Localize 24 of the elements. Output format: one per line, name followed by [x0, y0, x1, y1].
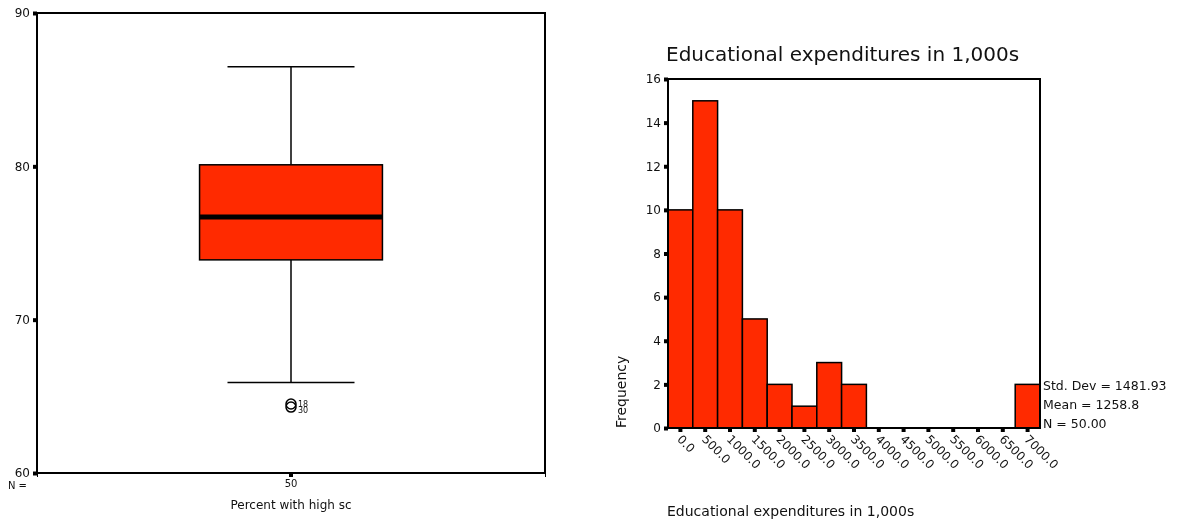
y-tick-label: 10 — [645, 203, 661, 218]
text: Std. Dev = 1481.93 — [1043, 378, 1167, 393]
text: N = 50.00 — [1043, 416, 1107, 431]
y-tick-label: 14 — [645, 115, 661, 130]
y-tick-label: 8 — [653, 246, 661, 261]
y-tick-label: 60 — [14, 466, 30, 481]
text: Mean = 1258.8 — [1043, 397, 1140, 412]
y-axis-title: Frequency — [613, 355, 629, 428]
x-axis-title: Percent with high sc — [230, 498, 352, 512]
chart-title: Educational expenditures in 1,000s — [666, 42, 1020, 66]
y-tick-label: 90 — [14, 6, 30, 21]
x-tick-label: 50 — [284, 478, 298, 490]
y-tick-label: 6 — [653, 290, 661, 305]
text: N = — [7, 480, 27, 491]
y-tick-label: 2 — [653, 377, 661, 392]
y-tick-label: 16 — [645, 72, 661, 87]
y-tick-label: 70 — [14, 313, 30, 328]
annotation: 30 — [298, 406, 309, 416]
x-axis-title: Educational expenditures in 1,000s — [667, 503, 915, 519]
y-tick-label: 0 — [653, 421, 661, 436]
y-tick-label: 12 — [645, 159, 661, 174]
y-tick-label: 80 — [14, 159, 30, 174]
y-tick-label: 4 — [653, 334, 661, 349]
x-tick-label: 0.0 — [674, 432, 698, 456]
